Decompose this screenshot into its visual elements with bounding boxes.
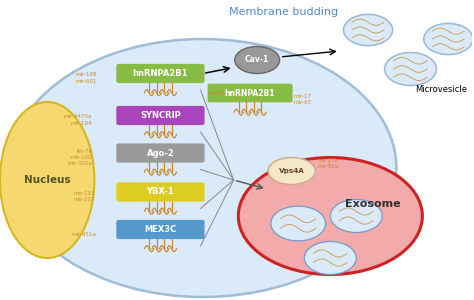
Text: Membrane budding: Membrane budding [228,7,337,17]
Text: mir-17
mir-93: mir-17 mir-93 [294,94,312,105]
Text: hnRNPA2B1: hnRNPA2B1 [225,88,275,98]
Text: mir-451a: mir-451a [72,232,97,237]
Circle shape [330,200,382,232]
FancyBboxPatch shape [116,143,205,163]
Ellipse shape [0,102,94,258]
Text: let-7b
mir-100
mir-320a: let-7b mir-100 mir-320a [67,149,92,166]
FancyBboxPatch shape [116,182,205,202]
Text: Vps4A: Vps4A [279,168,305,174]
Text: Nucleus: Nucleus [24,175,71,185]
Circle shape [271,206,326,241]
Text: mir-3470a
mir-194: mir-3470a mir-194 [64,114,92,126]
Ellipse shape [235,46,280,74]
Ellipse shape [268,158,315,184]
Text: MEX3C: MEX3C [144,225,176,234]
Text: Cav-1: Cav-1 [245,56,269,64]
Text: mir-198
mir-601: mir-198 mir-601 [75,72,97,84]
Text: Microvesicle: Microvesicle [415,85,467,94]
FancyBboxPatch shape [208,84,292,102]
Text: mir-27b
mir-92a: mir-27b mir-92a [317,158,338,169]
FancyBboxPatch shape [116,106,205,125]
FancyBboxPatch shape [116,64,205,83]
Text: hnRNPA2B1: hnRNPA2B1 [133,69,188,78]
Circle shape [424,23,473,55]
FancyBboxPatch shape [116,220,205,239]
Circle shape [238,158,422,274]
Circle shape [304,242,356,274]
Text: miRNA: miRNA [208,91,229,96]
Circle shape [344,14,392,46]
Text: mir-133
mir-223: mir-133 mir-223 [73,191,94,202]
Text: Ago-2: Ago-2 [146,148,174,158]
Ellipse shape [9,39,396,297]
Text: YBX-1: YBX-1 [146,188,174,196]
Circle shape [384,52,437,86]
Text: SYNCRIP: SYNCRIP [140,111,181,120]
Text: Exosome: Exosome [345,199,401,209]
